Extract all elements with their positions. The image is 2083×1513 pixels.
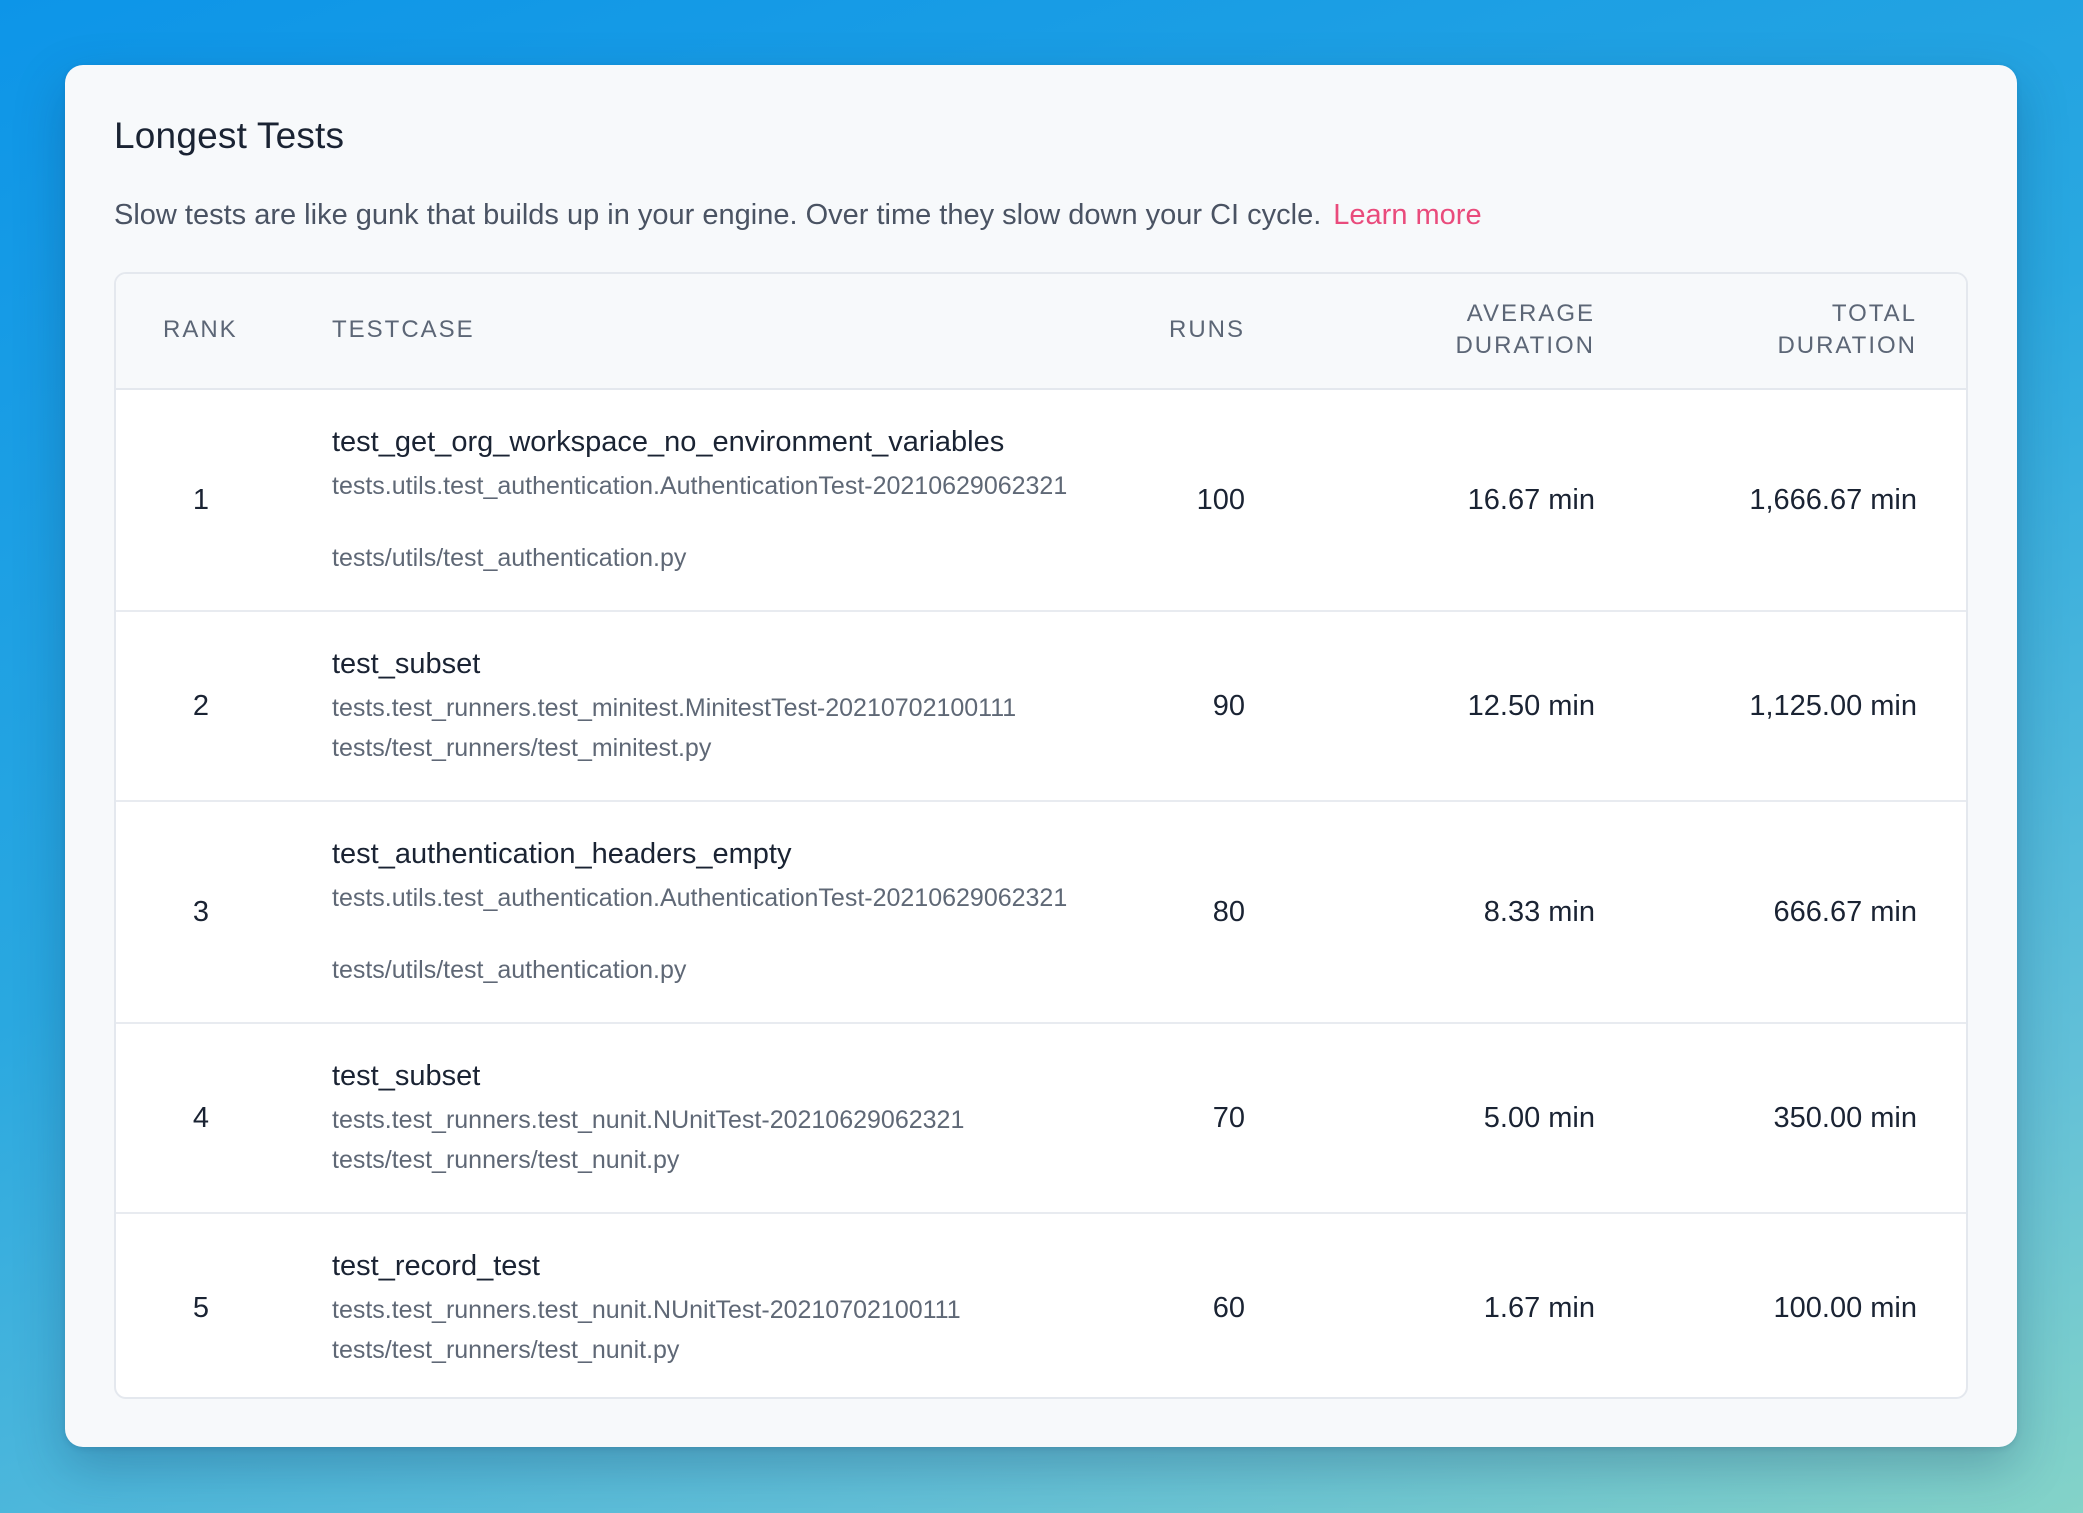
table-header: RANK TESTCASE RUNS AVERAGE DURATION TOTAL… <box>116 274 1966 390</box>
row-average-duration: 12.50 min <box>1467 690 1595 722</box>
header-total-line1: TOTAL <box>1831 300 1917 327</box>
row-testcase-id: tests.test_runners.test_nunit.NUnitTest-… <box>332 1296 961 1324</box>
row-testcase-id: tests.utils.test_authentication.Authenti… <box>332 884 1068 912</box>
row-testcase-path: tests/test_runners/test_nunit.py <box>332 1336 680 1364</box>
header-average-duration[interactable]: AVERAGE DURATION <box>1395 298 1595 362</box>
row-runs: 60 <box>1212 1292 1245 1324</box>
row-total-duration: 100.00 min <box>1773 1292 1918 1324</box>
header-testcase[interactable]: TESTCASE <box>332 316 475 343</box>
header-average-line1: AVERAGE <box>1466 300 1595 327</box>
card-title: Longest Tests <box>114 115 345 156</box>
header-total-line2: DURATION <box>1777 332 1917 359</box>
header-runs[interactable]: RUNS <box>1168 316 1245 343</box>
table-row[interactable]: 4 test_subset tests.test_runners.test_nu… <box>116 1024 1966 1214</box>
row-testcase-name[interactable]: test_subset <box>332 1060 481 1092</box>
row-total-duration: 666.67 min <box>1773 896 1918 928</box>
card-description: Slow tests are like gunk that builds up … <box>114 199 1482 232</box>
row-total-duration: 1,125.00 min <box>1749 690 1917 722</box>
row-rank: 3 <box>192 896 210 928</box>
row-runs: 70 <box>1212 1102 1245 1134</box>
row-average-duration: 5.00 min <box>1483 1102 1595 1134</box>
row-testcase-id: tests.utils.test_authentication.Authenti… <box>332 472 1068 500</box>
row-average-duration: 1.67 min <box>1483 1292 1595 1324</box>
description-text: Slow tests are like gunk that builds up … <box>114 199 1322 231</box>
header-total-duration[interactable]: TOTAL DURATION <box>1717 298 1917 362</box>
row-rank: 2 <box>192 690 210 722</box>
row-testcase-name[interactable]: test_record_test <box>332 1250 540 1282</box>
learn-more-link[interactable]: Learn more <box>1333 199 1482 231</box>
row-testcase-path: tests/test_runners/test_minitest.py <box>332 734 712 762</box>
row-testcase-path: tests/utils/test_authentication.py <box>332 956 687 984</box>
row-testcase-name[interactable]: test_authentication_headers_empty <box>332 838 792 870</box>
row-runs: 100 <box>1196 484 1245 516</box>
row-average-duration: 16.67 min <box>1467 484 1595 516</box>
table-row[interactable]: 3 test_authentication_headers_empty test… <box>116 802 1966 1024</box>
table-row[interactable]: 2 test_subset tests.test_runners.test_mi… <box>116 612 1966 802</box>
table-row[interactable]: 1 test_get_org_workspace_no_environment_… <box>116 390 1966 612</box>
row-testcase-path: tests/utils/test_authentication.py <box>332 544 687 572</box>
row-rank: 1 <box>192 484 210 516</box>
row-total-duration: 1,666.67 min <box>1749 484 1917 516</box>
row-testcase-id: tests.test_runners.test_minitest.Minites… <box>332 694 1017 722</box>
table-row[interactable]: 5 test_record_test tests.test_runners.te… <box>116 1214 1966 1397</box>
header-rank[interactable]: RANK <box>163 316 238 343</box>
row-testcase-name[interactable]: test_subset <box>332 648 481 680</box>
row-runs: 90 <box>1212 690 1245 722</box>
row-testcase-id: tests.test_runners.test_nunit.NUnitTest-… <box>332 1106 965 1134</box>
row-runs: 80 <box>1212 896 1245 928</box>
row-rank: 4 <box>192 1102 210 1134</box>
row-rank: 5 <box>192 1292 210 1324</box>
row-testcase-path: tests/test_runners/test_nunit.py <box>332 1146 680 1174</box>
longest-tests-card: Longest Tests Slow tests are like gunk t… <box>65 65 2017 1447</box>
header-average-line2: DURATION <box>1455 332 1595 359</box>
row-average-duration: 8.33 min <box>1483 896 1595 928</box>
row-total-duration: 350.00 min <box>1773 1102 1918 1134</box>
longest-tests-table: RANK TESTCASE RUNS AVERAGE DURATION TOTAL… <box>114 272 1968 1399</box>
row-testcase-name[interactable]: test_get_org_workspace_no_environment_va… <box>332 426 1005 458</box>
